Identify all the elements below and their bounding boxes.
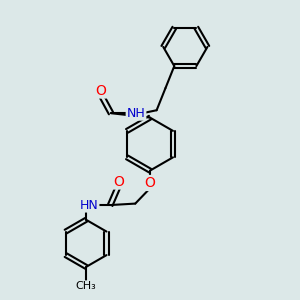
Text: O: O	[145, 176, 155, 190]
Text: HN: HN	[80, 199, 98, 212]
Text: O: O	[114, 175, 124, 188]
Text: NH: NH	[127, 107, 146, 120]
Text: CH₃: CH₃	[76, 281, 97, 291]
Text: O: O	[95, 83, 106, 98]
